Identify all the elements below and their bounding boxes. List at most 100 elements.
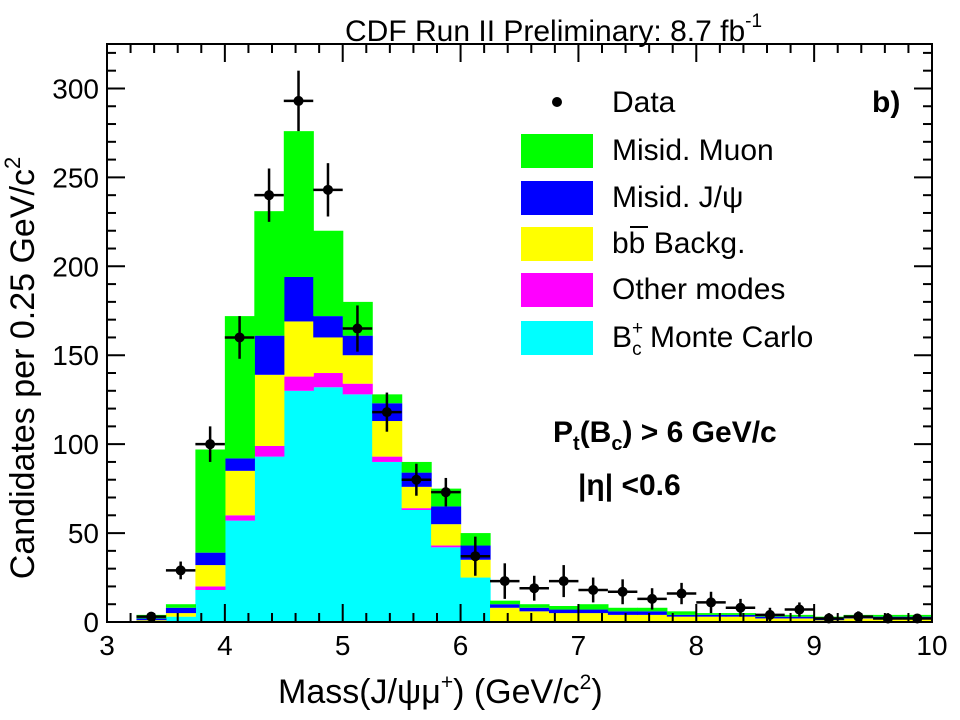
- bar-b-c-monte-carlo-4: [254, 456, 285, 622]
- bar-bb-backg--2: [195, 565, 226, 587]
- bar-misid-j-psi-15: [578, 609, 609, 614]
- bar-misid-muon-19: [696, 613, 727, 615]
- data-point-5: [293, 95, 304, 106]
- legend-swatch-3: [521, 227, 593, 261]
- x-tick-label: 5: [335, 630, 351, 661]
- data-point-17: [647, 593, 658, 604]
- bar-misid-muon-16: [607, 607, 638, 612]
- bar-misid-j-psi-6: [313, 316, 344, 338]
- plot-frame: [106, 43, 933, 623]
- data-point-9: [411, 474, 422, 485]
- x-tick-label: 8: [688, 630, 704, 661]
- x-axis-title: Mass(J/ψμ+) (GeV/c2): [278, 671, 603, 711]
- bar-bb-backg--6: [313, 337, 344, 374]
- bar-misid-muon-15: [578, 604, 609, 610]
- bar-other-modes-4: [254, 445, 285, 457]
- legend-swatch-4: [521, 273, 593, 307]
- y-tick-label: 300: [52, 73, 99, 104]
- bar-bb-backg--18: [666, 616, 697, 622]
- data-point-14: [558, 576, 569, 587]
- bar-misid-j-psi-22: [784, 616, 815, 619]
- bar-bb-backg--7: [342, 355, 373, 384]
- bar-b-c-monte-carlo-1: [165, 616, 196, 622]
- data-point-11: [470, 551, 481, 562]
- legend: Data Misid. Muon Misid. J/ψ bb Backg. Other …: [521, 86, 813, 360]
- legend-swatch-5: [521, 321, 593, 355]
- y-tick-label: 50: [68, 518, 99, 549]
- y-tick-label: 0: [83, 607, 99, 638]
- data-point-22: [794, 604, 805, 615]
- legend-label-2: Misid. J/ψ: [612, 181, 743, 214]
- bar-misid-j-psi-3: [224, 458, 255, 471]
- bar-other-modes-9: [401, 508, 432, 510]
- data-point-3: [234, 332, 245, 343]
- data-point-4: [264, 190, 275, 201]
- bar-other-modes-2: [195, 586, 226, 590]
- bar-misid-j-psi-18: [666, 614, 697, 617]
- x-tick-label: 9: [806, 630, 822, 661]
- bar-misid-j-psi-1: [165, 607, 196, 614]
- legend-label-1: Misid. Muon: [612, 134, 774, 167]
- bar-misid-j-psi-16: [607, 611, 638, 615]
- data-point-19: [706, 597, 717, 608]
- bar-bb-backg--12: [490, 607, 521, 622]
- bar-bb-backg--22: [784, 618, 815, 622]
- legend-label-3: bb Backg.: [612, 227, 745, 260]
- legend-marker-data: [552, 97, 562, 107]
- data-point-13: [529, 583, 540, 594]
- data-point-16: [617, 586, 628, 597]
- legend-label-5: B+ c Monte Carlo: [612, 318, 813, 360]
- bar-bb-backg--19: [696, 616, 727, 622]
- bar-misid-muon-1: [165, 604, 196, 608]
- y-tick-label: 200: [52, 251, 99, 282]
- data-point-7: [352, 323, 363, 334]
- bar-misid-j-psi-17: [637, 611, 668, 615]
- bar-other-modes-5: [283, 376, 314, 391]
- x-tick-label: 10: [916, 630, 947, 661]
- bar-bb-backg--20: [725, 616, 756, 622]
- x-tick-label: 7: [571, 630, 587, 661]
- data-point-2: [205, 439, 216, 450]
- bar-b-c-monte-carlo-6: [313, 387, 344, 622]
- bar-b-c-monte-carlo-9: [401, 509, 432, 622]
- bar-b-c-monte-carlo-11: [460, 577, 491, 622]
- bar-bb-backg--13: [519, 611, 550, 622]
- bar-other-modes-7: [342, 383, 373, 395]
- data-point-26: [912, 613, 923, 624]
- bar-misid-j-psi-5: [283, 276, 314, 322]
- bar-misid-j-psi-14: [548, 609, 580, 614]
- bar-misid-j-psi-10: [431, 506, 462, 525]
- bar-misid-j-psi-13: [519, 607, 550, 612]
- bar-bb-backg--10: [431, 524, 462, 546]
- data-point-6: [322, 184, 333, 195]
- bar-misid-j-psi-12: [490, 604, 521, 608]
- bar-other-modes-10: [431, 545, 462, 548]
- bar-bb-backg--4: [254, 374, 285, 446]
- bar-misid-muon-14: [548, 605, 580, 610]
- x-tick-label: 3: [99, 630, 115, 661]
- bar-b-c-monte-carlo-5: [283, 390, 314, 622]
- data-point-1: [175, 565, 186, 576]
- bar-other-modes-8: [372, 456, 403, 462]
- bar-bb-backg--3: [224, 470, 255, 516]
- bar-b-c-monte-carlo-7: [342, 394, 373, 622]
- bar-other-modes-6: [313, 373, 344, 388]
- bar-misid-j-psi-2: [195, 552, 226, 566]
- x-tick-label: 6: [453, 630, 469, 661]
- bar-misid-j-psi-19: [696, 614, 727, 617]
- y-axis-title: Candidates per 0.25 GeV/c2: [0, 157, 42, 579]
- bar-misid-muon-5: [283, 131, 314, 277]
- legend-swatch-2: [521, 181, 593, 215]
- bar-misid-muon-13: [519, 604, 550, 608]
- bar-misid-muon-18: [666, 611, 697, 615]
- bar-misid-muon-12: [490, 600, 521, 605]
- y-tick-label: 150: [52, 340, 99, 371]
- chart-title: CDF Run II Preliminary: 8.7 fb-1: [345, 11, 762, 48]
- bar-b-c-monte-carlo-2: [195, 589, 226, 622]
- data-point-18: [676, 588, 687, 599]
- bar-misid-muon-6: [313, 230, 344, 317]
- bar-bb-backg--14: [548, 613, 580, 622]
- data-point-15: [588, 584, 599, 595]
